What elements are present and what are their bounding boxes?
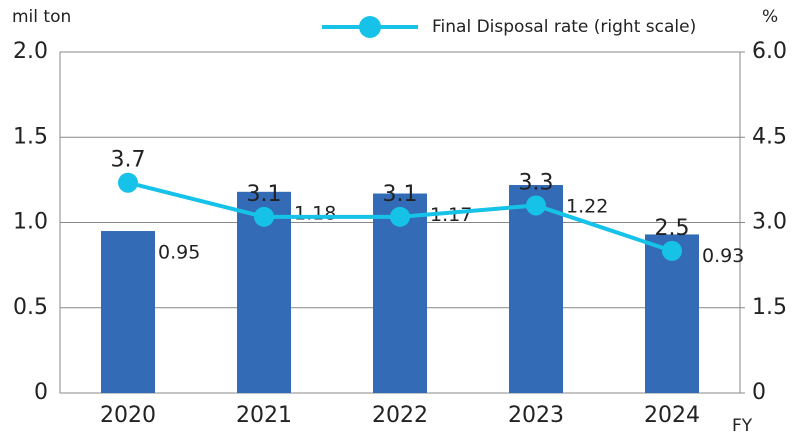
x-tick-label: 2022 (372, 403, 428, 428)
bar (509, 184, 563, 393)
bar-value-label: 0.95 (158, 242, 200, 264)
y2-tick-label: 6.0 (752, 39, 787, 64)
y-tick-label: 2.0 (13, 39, 48, 64)
bar-value-label: 1.18 (294, 202, 336, 224)
x-tick-label: 2023 (508, 403, 564, 428)
legend-marker (359, 16, 381, 38)
y-tick-label: 1.0 (13, 210, 48, 235)
y-axis-label: mil ton (12, 7, 71, 27)
line-point (118, 172, 138, 193)
bar-value-label: 0.93 (702, 245, 744, 267)
line-value-label: 3.3 (519, 170, 554, 195)
y2-axis-label: % (762, 7, 778, 27)
y-tick-label: 0 (34, 380, 48, 405)
legend-label: Final Disposal rate (right scale) (432, 17, 696, 37)
line-value-label: 3.7 (111, 148, 146, 173)
line-point (254, 206, 274, 227)
y-tick-label: 0.5 (13, 295, 48, 320)
line-point (526, 195, 546, 216)
y2-tick-label: 3.0 (752, 210, 787, 235)
line-value-label: 3.1 (247, 182, 282, 207)
line-point (662, 240, 682, 261)
x-axis-label: FY (732, 416, 753, 436)
line-point (390, 206, 410, 227)
bar-value-label: 1.22 (566, 195, 608, 217)
line-value-label: 2.5 (655, 216, 690, 241)
x-tick-label: 2020 (100, 403, 156, 428)
y2-tick-label: 0 (752, 380, 766, 405)
bar (101, 231, 155, 393)
bar-value-label: 1.17 (430, 204, 472, 226)
y-tick-label: 1.5 (13, 124, 48, 149)
y2-tick-label: 4.5 (752, 124, 787, 149)
y2-tick-label: 1.5 (752, 295, 787, 320)
line-value-label: 3.1 (383, 182, 418, 207)
x-tick-label: 2021 (236, 403, 292, 428)
x-tick-label: 2024 (644, 403, 700, 428)
